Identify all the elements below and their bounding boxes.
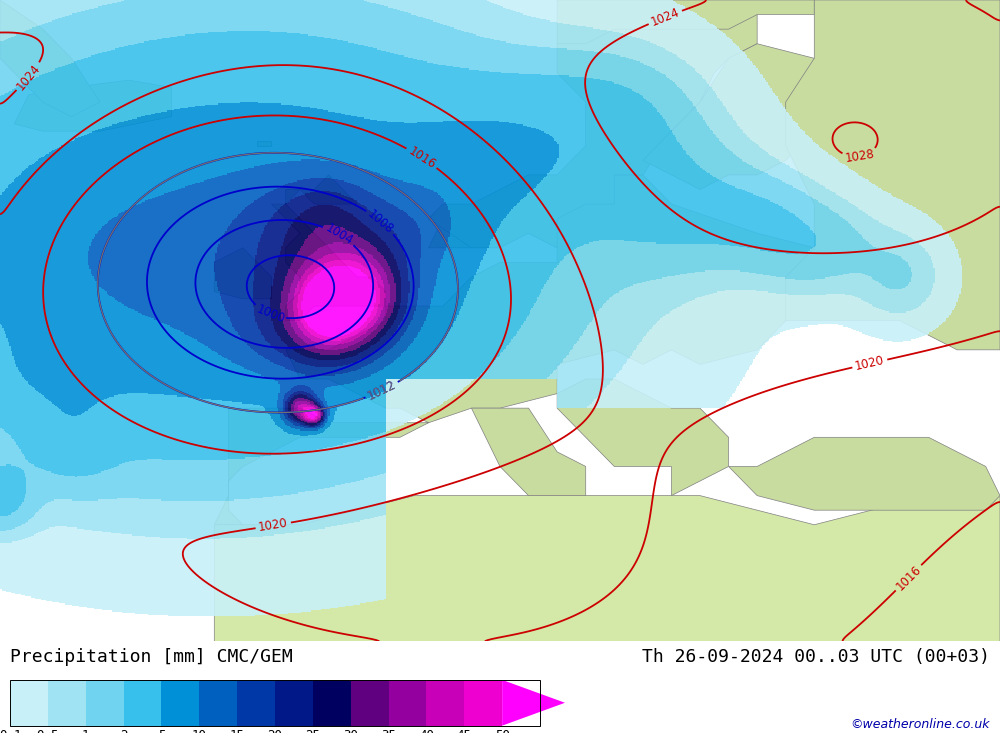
Text: 1012: 1012 [366, 378, 398, 402]
Bar [10, 680, 48, 726]
Bar [464, 680, 502, 726]
Text: 1004: 1004 [323, 221, 355, 248]
Polygon shape [14, 80, 171, 131]
Text: 40: 40 [419, 729, 434, 733]
Text: 25: 25 [305, 729, 320, 733]
Text: 10: 10 [192, 729, 207, 733]
Polygon shape [786, 0, 1000, 350]
Bar [86, 680, 124, 726]
Text: 50: 50 [495, 729, 510, 733]
Polygon shape [214, 175, 814, 525]
Polygon shape [643, 44, 814, 190]
Text: 1024: 1024 [649, 6, 682, 29]
Text: 30: 30 [343, 729, 358, 733]
Polygon shape [502, 680, 565, 726]
Polygon shape [0, 0, 100, 117]
Bar [10, 680, 540, 726]
Text: 20: 20 [268, 729, 283, 733]
Text: 1028: 1028 [844, 147, 876, 165]
Polygon shape [257, 141, 271, 146]
Bar [199, 680, 237, 726]
Bar [237, 680, 275, 726]
Text: 1016: 1016 [893, 563, 924, 593]
Text: 1024: 1024 [14, 61, 43, 92]
Polygon shape [214, 248, 271, 299]
Polygon shape [471, 408, 586, 496]
Text: 1: 1 [82, 729, 89, 733]
Bar [389, 680, 426, 726]
Text: Precipitation [mm] CMC/GEM: Precipitation [mm] CMC/GEM [10, 648, 293, 666]
Bar [313, 680, 351, 726]
Text: ©weatheronline.co.uk: ©weatheronline.co.uk [850, 718, 990, 732]
Bar [124, 680, 161, 726]
Text: 15: 15 [230, 729, 245, 733]
Bar [351, 680, 389, 726]
Text: 1020: 1020 [854, 354, 886, 373]
Text: 1016: 1016 [406, 144, 438, 172]
Bar [426, 680, 464, 726]
Bar [161, 680, 199, 726]
Text: 1008: 1008 [365, 207, 396, 236]
Polygon shape [729, 438, 1000, 510]
Polygon shape [271, 175, 386, 320]
Bar [48, 680, 86, 726]
Polygon shape [429, 15, 757, 248]
Text: 35: 35 [381, 729, 396, 733]
Text: 0.5: 0.5 [37, 729, 59, 733]
Text: Th 26-09-2024 00..03 UTC (00+03): Th 26-09-2024 00..03 UTC (00+03) [642, 648, 990, 666]
Text: 1000: 1000 [254, 303, 287, 325]
Text: 45: 45 [457, 729, 472, 733]
Polygon shape [214, 496, 1000, 641]
Polygon shape [557, 379, 729, 496]
Text: 1012: 1012 [366, 378, 398, 402]
Text: 5: 5 [158, 729, 165, 733]
Text: 0.1: 0.1 [0, 729, 21, 733]
Bar [275, 680, 313, 726]
Polygon shape [557, 0, 814, 44]
Text: 2: 2 [120, 729, 127, 733]
Text: 1020: 1020 [258, 517, 289, 534]
